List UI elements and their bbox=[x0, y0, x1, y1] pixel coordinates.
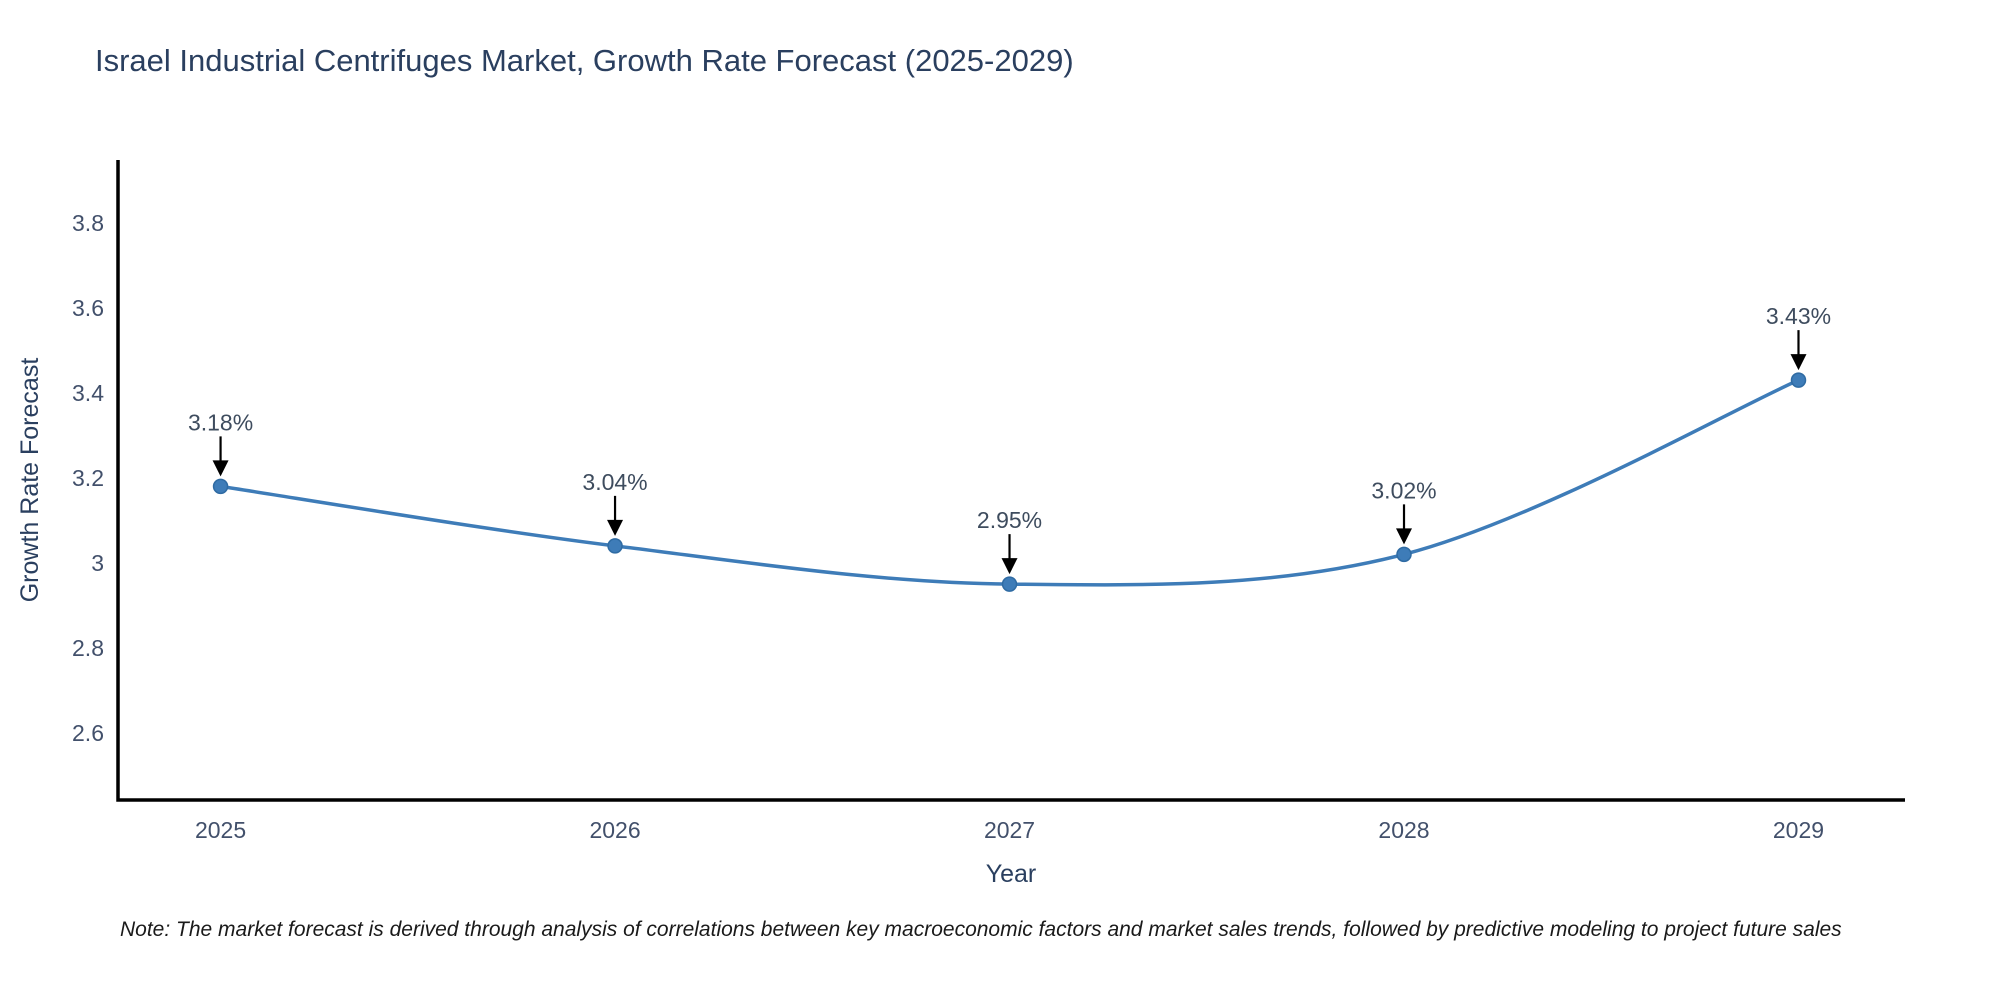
point-value-label: 3.18% bbox=[188, 409, 253, 435]
chart-title: Israel Industrial Centrifuges Market, Gr… bbox=[95, 43, 1074, 78]
annotation-arrowhead bbox=[1790, 354, 1807, 371]
data-point-marker bbox=[1790, 372, 1807, 388]
x-tick-label: 2029 bbox=[1773, 817, 1824, 843]
annotation-arrowhead bbox=[212, 460, 229, 477]
annotation-arrowhead bbox=[1001, 558, 1018, 575]
annotation-arrowhead bbox=[1396, 528, 1413, 545]
point-value-label: 3.02% bbox=[1371, 477, 1436, 503]
x-tick-label: 2026 bbox=[589, 817, 640, 843]
y-tick-label: 3.2 bbox=[72, 465, 104, 491]
y-tick-label: 3.4 bbox=[72, 380, 104, 406]
point-value-label: 2.95% bbox=[977, 507, 1042, 533]
y-tick-label: 2.8 bbox=[72, 635, 104, 661]
data-point-marker bbox=[212, 478, 229, 495]
y-tick-label: 2.6 bbox=[72, 720, 104, 746]
data-point-marker bbox=[1001, 576, 1018, 592]
point-value-label: 3.43% bbox=[1766, 303, 1831, 329]
annotation-arrowhead bbox=[607, 519, 624, 536]
y-tick-label: 3 bbox=[91, 550, 104, 576]
axis-spines bbox=[116, 160, 1905, 802]
y-tick-label: 3.6 bbox=[72, 295, 104, 321]
x-tick-label: 2027 bbox=[984, 817, 1035, 843]
footnote: Note: The market forecast is derived thr… bbox=[120, 918, 1842, 941]
x-axis-label: Year bbox=[985, 860, 1037, 888]
point-value-label: 3.04% bbox=[582, 469, 647, 495]
y-tick-label: 3.8 bbox=[72, 210, 104, 236]
x-tick-label: 2028 bbox=[1378, 817, 1429, 843]
x-tick-label: 2025 bbox=[195, 817, 246, 843]
data-point-marker bbox=[607, 538, 623, 554]
data-point-marker bbox=[1396, 546, 1412, 563]
